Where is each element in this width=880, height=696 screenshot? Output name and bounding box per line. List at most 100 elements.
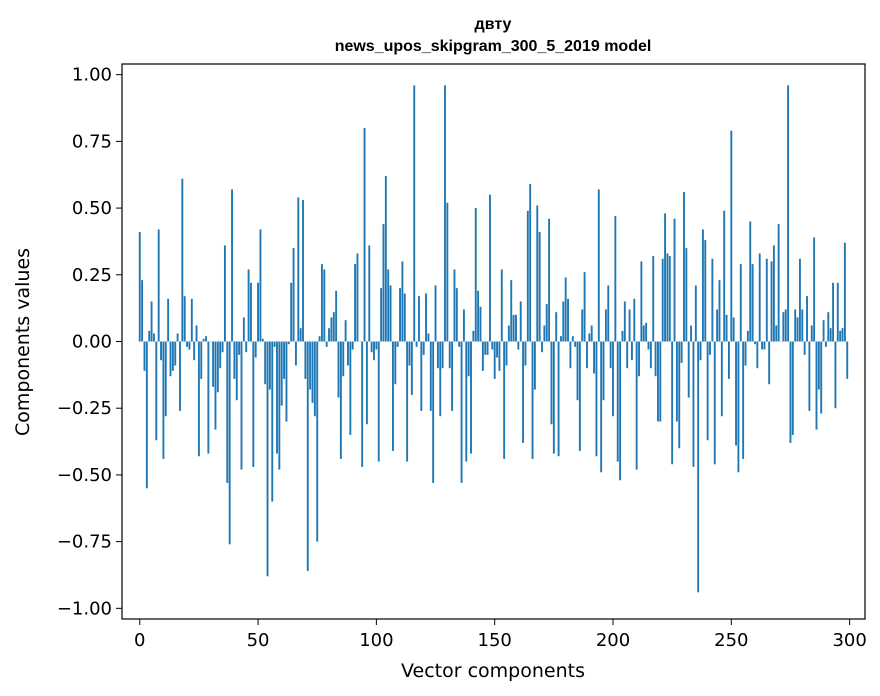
bar <box>806 296 808 342</box>
bar <box>325 341 328 347</box>
bar <box>155 341 158 441</box>
bar <box>223 245 226 342</box>
bar <box>678 341 681 449</box>
bar <box>581 309 584 342</box>
bar <box>782 312 785 342</box>
bar <box>713 341 716 465</box>
bar <box>271 341 274 502</box>
bar <box>768 341 771 385</box>
bar <box>541 341 543 353</box>
y-tick-label: 0.50 <box>72 198 112 219</box>
bar <box>815 341 818 430</box>
y-tick-label: 0.75 <box>72 131 112 152</box>
bar <box>481 341 484 371</box>
bar <box>654 341 657 377</box>
bar <box>347 341 349 366</box>
bar <box>787 85 790 342</box>
bar <box>557 341 560 457</box>
bar <box>226 341 229 483</box>
bar <box>642 325 645 342</box>
bar <box>803 341 806 355</box>
x-tick-label: 250 <box>714 630 748 651</box>
bar <box>680 341 683 363</box>
bar <box>280 341 283 406</box>
y-axis: 1.00 0.75 0.50 0.25 0.00 −0.25 −0.50 −0.75 −1.00 <box>57 65 122 619</box>
bar <box>595 341 598 457</box>
bar <box>699 341 702 361</box>
bar <box>846 341 849 379</box>
bar <box>498 341 501 371</box>
bar <box>276 341 278 454</box>
bar <box>254 341 257 358</box>
bar <box>462 309 465 342</box>
bar <box>377 341 380 462</box>
bar <box>167 298 170 342</box>
bar <box>444 85 446 342</box>
bar <box>567 298 569 342</box>
bar <box>517 341 520 350</box>
bar <box>524 341 527 366</box>
bar <box>522 341 525 443</box>
bars-group <box>138 85 849 593</box>
bar <box>834 341 837 409</box>
bar <box>261 338 264 342</box>
bar <box>704 240 707 342</box>
bar <box>245 341 248 353</box>
bar <box>460 341 463 483</box>
bar <box>408 341 411 366</box>
bar <box>569 341 572 369</box>
bar <box>638 341 640 377</box>
x-tick-label: 50 <box>247 630 270 651</box>
bar <box>179 341 181 411</box>
bar <box>200 341 203 379</box>
bar <box>685 248 688 342</box>
bar <box>791 341 794 435</box>
bar <box>354 264 357 342</box>
bar <box>387 269 390 342</box>
bar <box>283 341 286 379</box>
bar <box>723 210 726 342</box>
x-tick-label: 100 <box>359 630 393 651</box>
bar <box>148 330 151 342</box>
bar <box>827 312 830 342</box>
bar <box>316 341 319 542</box>
bar <box>711 258 714 342</box>
bar <box>510 280 513 342</box>
bar <box>727 341 730 379</box>
bar <box>472 330 475 342</box>
bar <box>661 258 664 342</box>
bar <box>772 245 775 342</box>
bar <box>600 341 603 473</box>
y-tick-label: −0.25 <box>57 398 112 419</box>
bar <box>309 341 312 390</box>
bar <box>720 341 723 417</box>
bar <box>690 325 693 342</box>
bar <box>150 301 153 342</box>
bar <box>240 341 243 470</box>
bar <box>363 128 366 342</box>
bar <box>176 333 179 342</box>
bar <box>321 264 323 342</box>
y-tick-label: −0.50 <box>57 465 112 486</box>
bar <box>164 341 167 417</box>
bar <box>758 253 761 342</box>
x-tick-label: 150 <box>478 630 512 651</box>
bar <box>202 338 205 342</box>
bar <box>697 341 700 593</box>
bar <box>761 341 764 350</box>
bar <box>422 341 425 355</box>
bar <box>706 341 709 441</box>
bar <box>479 306 482 342</box>
bar <box>474 208 477 342</box>
bar <box>287 341 290 345</box>
bar <box>529 184 532 342</box>
bar <box>351 341 354 350</box>
bar <box>403 293 406 342</box>
bar <box>675 341 678 422</box>
bar <box>825 341 827 347</box>
bar <box>339 341 342 459</box>
x-tick-label: 300 <box>832 630 866 651</box>
bar <box>465 341 468 462</box>
bar <box>609 341 612 369</box>
bar <box>746 330 749 342</box>
